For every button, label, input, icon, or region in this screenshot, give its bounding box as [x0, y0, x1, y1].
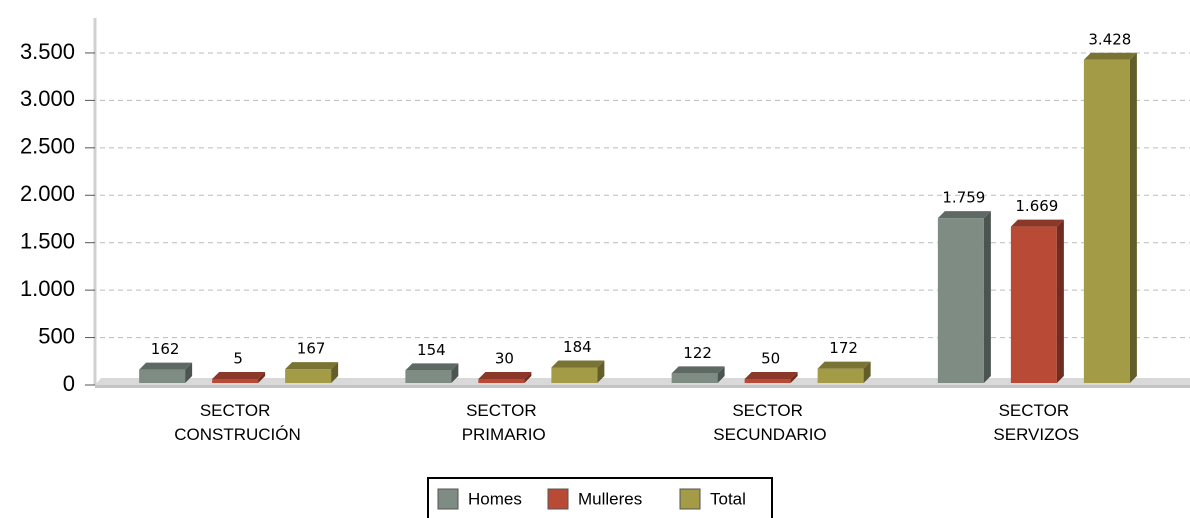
bar: [285, 362, 339, 383]
legend: [427, 477, 773, 518]
bar: [212, 372, 266, 383]
bar-face: [744, 379, 791, 383]
legend-swatch: [679, 488, 701, 510]
y-tick-label: 500: [38, 323, 75, 348]
bar-face: [863, 361, 871, 383]
bar: [671, 366, 725, 383]
value-label: 172: [829, 339, 858, 357]
bar-face: [139, 369, 186, 383]
bar-face: [817, 361, 871, 369]
bar: [139, 362, 193, 383]
bar: [405, 363, 459, 383]
floor: [95, 378, 1190, 385]
legend-label: Homes: [468, 489, 522, 508]
bar-face: [285, 362, 339, 370]
bar-face: [790, 372, 798, 383]
bar: [551, 360, 605, 383]
bar-face: [524, 372, 532, 383]
value-label: 30: [495, 350, 514, 368]
bar-face: [478, 379, 525, 383]
value-label: 167: [297, 340, 326, 358]
value-label: 1.669: [1015, 197, 1058, 215]
x-tick-label: SECTOR SECUNDARIO: [709, 401, 827, 444]
value-label: 1.759: [942, 189, 985, 207]
bar: [478, 372, 532, 383]
y-tick-label: 0: [63, 371, 75, 396]
bar-face: [405, 363, 459, 371]
bar-face: [983, 211, 991, 383]
bar-face: [478, 372, 532, 379]
bar-face: [744, 372, 798, 379]
value-label: 122: [683, 344, 712, 362]
y-tick-label: 2.000: [20, 181, 75, 206]
bar-face: [1010, 226, 1057, 383]
bar-face: [212, 379, 259, 383]
x-tick-label: SECTOR SERVIZOS: [989, 401, 1079, 444]
bar-face: [1010, 219, 1064, 227]
bar-face: [817, 368, 864, 383]
y-tick-label: 3.000: [20, 86, 75, 111]
bar-face: [212, 372, 266, 379]
bar-face: [937, 218, 984, 383]
value-label: 5: [233, 350, 243, 368]
value-label: 162: [151, 340, 180, 358]
bar-face: [551, 360, 605, 368]
bar-face: [1129, 52, 1137, 384]
bar-face: [1083, 52, 1137, 60]
bar-face: [671, 373, 718, 383]
bar: [1083, 52, 1137, 384]
legend-swatch: [437, 488, 459, 510]
value-label: 184: [563, 338, 592, 356]
bar-face: [139, 362, 193, 370]
legend-swatch: [547, 488, 569, 510]
x-tick-label: SECTOR PRIMARIO: [457, 401, 546, 444]
bar: [744, 372, 798, 383]
bar-face: [1083, 59, 1130, 384]
bar-face: [717, 366, 725, 383]
legend-label: Total: [710, 489, 746, 508]
bar-face: [331, 362, 339, 383]
bar-face: [551, 367, 598, 383]
bar-face: [1056, 219, 1064, 383]
value-label: 3.428: [1088, 30, 1131, 48]
bar-face: [671, 366, 725, 374]
bar: [937, 211, 991, 383]
legend-label: Mulleres: [578, 489, 642, 508]
bar-face: [405, 370, 452, 383]
bar: [817, 361, 871, 383]
bar: [1010, 219, 1064, 383]
y-tick-label: 2.500: [20, 134, 75, 159]
floor-edge: [95, 385, 1190, 388]
y-tick-label: 1.500: [20, 229, 75, 254]
value-label: 154: [417, 341, 446, 359]
bar-face: [285, 369, 332, 383]
bar-face: [597, 360, 605, 383]
y-tick-label: 1.000: [20, 276, 75, 301]
bar-face: [258, 372, 266, 383]
bar-face: [185, 362, 193, 383]
x-tick-label: SECTOR CONSTRUCIÓN: [169, 401, 300, 444]
value-label: 50: [761, 350, 780, 368]
bar-face: [937, 211, 991, 219]
bar-face: [451, 363, 459, 383]
y-tick-label: 3.500: [20, 39, 75, 64]
